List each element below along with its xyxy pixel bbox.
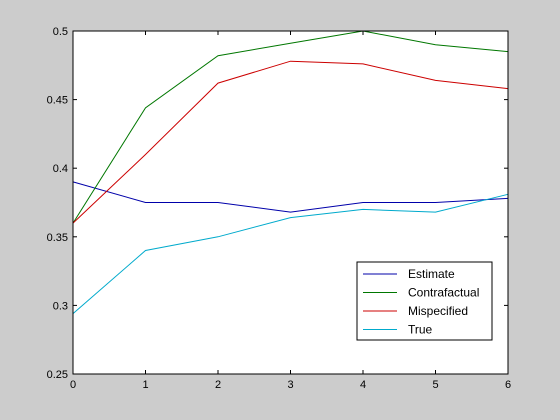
y-tick-label: 0.5 (53, 26, 68, 38)
legend-label-estimate: Estimate (408, 267, 455, 281)
legend: Estimate Contrafactual Mispecified True (356, 261, 493, 341)
y-tick-label: 0.45 (47, 95, 68, 107)
legend-label-contrafactual: Contrafactual (408, 286, 479, 300)
series-line-mispecified (72, 60, 509, 224)
y-tick-label: 0.35 (47, 232, 68, 244)
legend-box (356, 261, 493, 341)
y-tick-label: 0.4 (53, 163, 68, 175)
series-line-true (72, 193, 509, 314)
x-tick-label: 2 (215, 379, 221, 391)
x-tick-label: 0 (70, 379, 76, 391)
legend-label-true: True (408, 323, 433, 337)
x-tick-label: 3 (287, 379, 293, 391)
x-tick-label: 5 (432, 379, 438, 391)
tick-layer: 0 1 2 3 4 5 6 0.25 0.3 0.35 0.4 0.45 0.5 (47, 26, 511, 391)
legend-label-mispecified: Mispecified (408, 304, 468, 318)
series-line-contrafactual (72, 30, 509, 224)
x-tick-label: 6 (505, 379, 511, 391)
y-tick-label: 0.25 (47, 369, 68, 381)
series-line-estimate (72, 181, 509, 213)
x-tick-label: 1 (142, 379, 148, 391)
series-layer (72, 30, 509, 314)
y-tick-label: 0.3 (53, 300, 68, 312)
x-tick-label: 4 (360, 379, 366, 391)
